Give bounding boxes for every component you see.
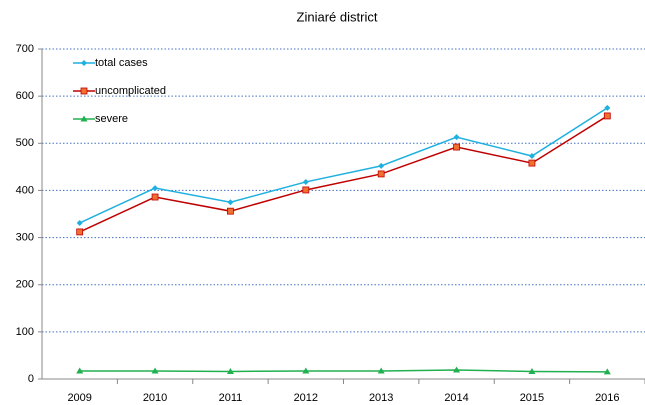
marker	[528, 159, 536, 167]
legend-label: severe	[95, 113, 128, 125]
marker	[453, 366, 461, 373]
legend-label: uncomplicated	[95, 85, 166, 97]
marker	[152, 185, 159, 192]
y-tick-label: 400	[16, 184, 34, 196]
marker	[604, 104, 611, 111]
marker	[377, 170, 385, 178]
x-tick-label: 2012	[294, 392, 318, 404]
x-tick-label: 2009	[67, 392, 91, 404]
x-tick-label: 2010	[143, 392, 167, 404]
marker	[227, 199, 234, 206]
x-tick-label: 2016	[595, 392, 619, 404]
marker	[151, 367, 159, 374]
marker	[453, 134, 460, 141]
marker	[378, 162, 385, 169]
marker	[603, 112, 611, 120]
marker	[302, 186, 310, 194]
chart-title: Ziniaré district	[297, 9, 378, 24]
y-tick-label: 200	[16, 279, 34, 291]
x-tick-label: 2011	[219, 392, 243, 404]
y-tick-label: 700	[16, 43, 34, 55]
marker	[528, 367, 536, 374]
y-tick-label: 500	[16, 137, 34, 149]
x-tick-label: 2014	[444, 392, 468, 404]
marker	[302, 178, 309, 185]
marker	[227, 207, 234, 215]
marker	[377, 367, 385, 374]
marker	[80, 115, 88, 122]
marker	[302, 367, 310, 374]
marker	[76, 367, 84, 374]
marker	[453, 143, 460, 151]
x-tick-label: 2015	[520, 392, 544, 404]
marker	[528, 153, 535, 160]
marker	[226, 367, 234, 374]
marker	[76, 219, 83, 226]
marker	[81, 60, 87, 66]
y-tick-label: 100	[16, 326, 34, 338]
marker	[603, 368, 611, 375]
legend-label: total cases	[95, 57, 148, 69]
series-line	[79, 369, 608, 373]
series-line	[79, 115, 608, 233]
series-line	[79, 107, 608, 224]
x-tick-label: 2013	[369, 392, 393, 404]
marker	[76, 228, 84, 236]
y-tick-label: 0	[28, 373, 34, 385]
y-tick-label: 600	[16, 90, 34, 102]
marker	[151, 193, 159, 201]
marker	[80, 87, 88, 95]
y-tick-label: 300	[16, 231, 34, 243]
